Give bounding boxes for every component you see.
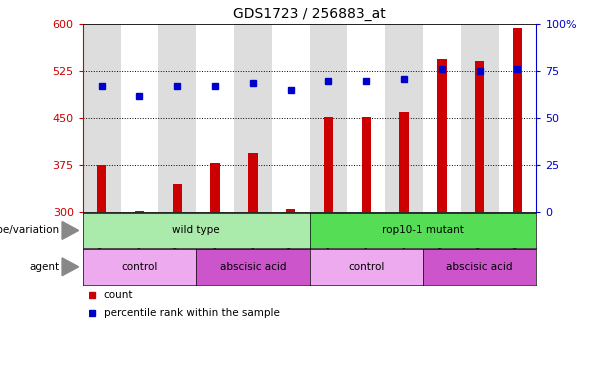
Text: count: count <box>104 290 134 300</box>
Text: abscisic acid: abscisic acid <box>219 262 286 272</box>
Bar <box>423 24 461 212</box>
Bar <box>97 165 107 212</box>
Text: percentile rank within the sample: percentile rank within the sample <box>104 308 280 318</box>
Bar <box>461 24 498 212</box>
Polygon shape <box>62 222 78 239</box>
Title: GDS1723 / 256883_at: GDS1723 / 256883_at <box>233 7 386 21</box>
Bar <box>234 24 272 212</box>
Bar <box>498 24 536 212</box>
Text: agent: agent <box>29 262 59 272</box>
Bar <box>172 184 182 212</box>
Bar <box>512 27 522 212</box>
Text: abscisic acid: abscisic acid <box>446 262 513 272</box>
Bar <box>399 112 409 212</box>
Bar <box>210 163 220 212</box>
Bar <box>135 211 144 212</box>
Bar <box>196 24 234 212</box>
Bar <box>248 153 257 212</box>
Bar <box>362 117 371 212</box>
Bar <box>437 59 447 212</box>
Bar <box>158 24 196 212</box>
Bar <box>286 209 295 212</box>
Text: control: control <box>121 262 158 272</box>
Bar <box>348 24 385 212</box>
Bar <box>475 61 484 212</box>
Bar <box>83 24 121 212</box>
Text: control: control <box>348 262 384 272</box>
Bar <box>310 24 348 212</box>
Bar <box>324 117 333 212</box>
Text: wild type: wild type <box>172 225 220 236</box>
Text: rop10-1 mutant: rop10-1 mutant <box>382 225 464 236</box>
Bar <box>272 24 310 212</box>
Bar <box>121 24 158 212</box>
Bar <box>385 24 423 212</box>
Text: genotype/variation: genotype/variation <box>0 225 59 236</box>
Polygon shape <box>62 258 78 276</box>
